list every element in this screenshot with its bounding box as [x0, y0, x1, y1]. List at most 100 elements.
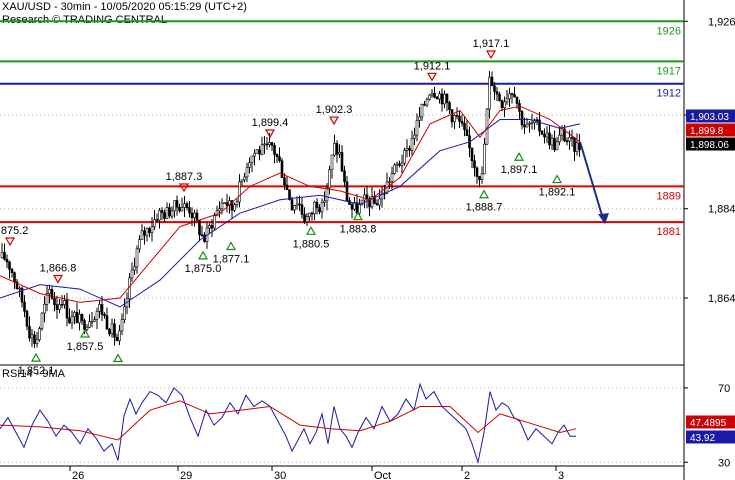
candle-body — [538, 119, 541, 132]
x-tick-label: 2 — [464, 470, 470, 480]
pivot-low-label: 1,883.8 — [340, 224, 377, 236]
pivot-low-marker — [551, 174, 563, 184]
annotations: 1,875.2 1,852.1 1,866.8 1,857.5 1,887.3 1,875… — [0, 38, 575, 377]
candle-body — [423, 103, 426, 106]
pivot-high-marker — [485, 50, 497, 60]
candle-body — [310, 212, 314, 215]
candle-body — [355, 202, 359, 214]
candle-body — [318, 207, 321, 213]
chart-frame — [0, 0, 685, 480]
pivot-high-label: 1,899.4 — [252, 117, 289, 129]
candle-body — [245, 167, 249, 178]
forecast-arrow-shaft — [579, 141, 605, 223]
rsi-ma-line — [0, 400, 577, 441]
candle-body — [290, 199, 294, 211]
pivot-low-marker — [352, 211, 364, 221]
candle-body — [165, 207, 169, 219]
candle-body — [343, 170, 346, 183]
candle-body — [110, 323, 114, 335]
candle-body — [493, 85, 496, 92]
candle-body — [300, 204, 304, 215]
pivot-low-marker — [305, 226, 317, 235]
candle-body — [573, 137, 576, 152]
candle-body — [108, 328, 111, 335]
candle-body — [113, 323, 116, 338]
candle-body — [470, 147, 474, 162]
candle-body — [433, 92, 436, 98]
rsi-panel — [0, 382, 577, 465]
candle-body — [273, 144, 276, 155]
candle-body — [188, 207, 191, 214]
candle-body — [550, 137, 554, 146]
candle-body — [218, 208, 221, 212]
pivot-low-marker — [225, 241, 237, 251]
candle-body — [13, 272, 16, 283]
candle-body — [63, 300, 66, 305]
candle-body — [560, 128, 564, 136]
candle-body — [330, 154, 334, 170]
candle-body — [323, 200, 326, 203]
candle-body — [460, 120, 464, 124]
pivot-high-label: 1,875.2 — [0, 225, 28, 237]
level-label-1881: 1881 — [657, 226, 681, 238]
candle-body — [35, 339, 39, 344]
moving-averages — [0, 105, 581, 308]
ma-fast-line — [0, 105, 581, 303]
candle-body — [525, 123, 529, 128]
indicator-label: RSI14 - 9MA — [2, 368, 65, 380]
candle-body — [513, 94, 516, 98]
price-tag-slow-ma-label: 1,903.03 — [690, 112, 729, 123]
pivot-low-marker — [478, 189, 490, 199]
pivot-low-label: 1,875.0 — [185, 263, 222, 275]
candle-body — [208, 225, 211, 229]
candle-body — [378, 198, 381, 206]
candle-body — [233, 204, 236, 211]
candle-body — [518, 103, 521, 112]
candle-body — [215, 210, 219, 216]
candle-body — [503, 101, 506, 109]
candle-body — [58, 304, 61, 310]
candle-body — [445, 93, 449, 103]
candle-body — [105, 315, 109, 330]
candle-body — [288, 189, 291, 200]
candle-body — [180, 207, 184, 212]
candle-body — [455, 115, 459, 117]
candle-body — [130, 269, 134, 279]
candle-body — [388, 181, 391, 184]
pivot-low-marker — [197, 250, 209, 260]
y-tick-label: 1,926 — [708, 16, 735, 28]
forecast-arrow — [579, 141, 609, 225]
candle-body — [10, 269, 14, 273]
candle-body — [563, 128, 566, 142]
candle-body — [545, 132, 549, 138]
candle-body — [85, 326, 89, 330]
candle-body — [368, 198, 371, 208]
candle-body — [118, 330, 121, 341]
x-tick-label: 29 — [180, 470, 192, 480]
pivot-high-marker — [264, 129, 276, 139]
candle-body — [203, 234, 206, 242]
candle-body — [185, 203, 189, 208]
candle-body — [553, 137, 556, 151]
candle-body — [463, 122, 466, 130]
candle-body — [0, 251, 4, 259]
candle-body — [448, 102, 451, 110]
candle-body — [428, 94, 431, 100]
pivot-high-marker — [4, 237, 16, 247]
candle-body — [70, 316, 74, 324]
candle-body — [8, 261, 11, 270]
candle-body — [83, 320, 86, 330]
candle-body — [168, 207, 171, 217]
candle-body — [430, 92, 434, 96]
price-tag-fast-ma-box — [686, 123, 735, 137]
candle-body — [395, 163, 399, 166]
candle-body — [200, 234, 204, 237]
candle-body — [155, 219, 159, 221]
candle-body — [53, 297, 56, 305]
pivot-low-label: 1,897.1 — [501, 164, 538, 176]
candle-body — [100, 304, 104, 315]
candle-body — [320, 201, 324, 213]
pivot-high-label: 1,912.1 — [414, 60, 451, 72]
candle-body — [528, 122, 531, 125]
